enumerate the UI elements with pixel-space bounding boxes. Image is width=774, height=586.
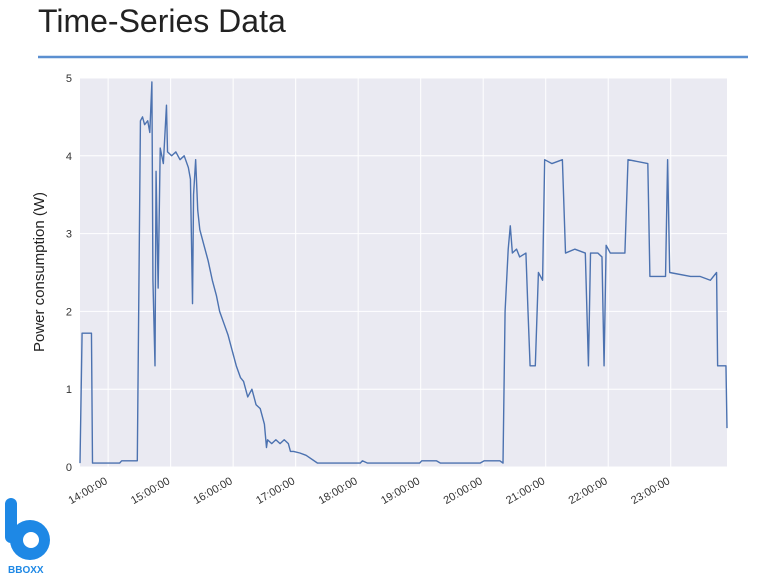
x-tick-label: 20:00:00 (442, 475, 485, 507)
marks (79, 81, 728, 464)
y-tick-label: 1 (66, 384, 72, 396)
x-tick-label: 19:00:00 (379, 475, 422, 507)
x-tick-label: 17:00:00 (254, 475, 297, 507)
logo-text: BBOXX (8, 565, 44, 576)
x-tick-label: 18:00:00 (317, 475, 360, 507)
logo-hole (23, 532, 39, 548)
logo: BBOXX (5, 498, 50, 576)
x-tick-label: 21:00:00 (504, 475, 547, 507)
x-tick-label: 22:00:00 (567, 475, 610, 507)
y-tick-label: 3 (66, 229, 72, 241)
plot-area (80, 78, 727, 467)
y-tick-label: 5 (66, 73, 72, 85)
x-tick-label: 15:00:00 (129, 475, 172, 507)
x-tick-label: 23:00:00 (629, 475, 672, 507)
x-tick-label: 16:00:00 (192, 475, 235, 507)
y-tick-label: 0 (66, 462, 72, 474)
y-tick-label: 4 (66, 151, 72, 163)
x-tick-label: 14:00:00 (67, 475, 110, 507)
y-tick-label: 2 (66, 306, 72, 318)
slide-title: Time-Series Data (38, 3, 286, 39)
series-line (79, 81, 728, 464)
y-axis-label: Power consumption (W) (31, 192, 48, 352)
